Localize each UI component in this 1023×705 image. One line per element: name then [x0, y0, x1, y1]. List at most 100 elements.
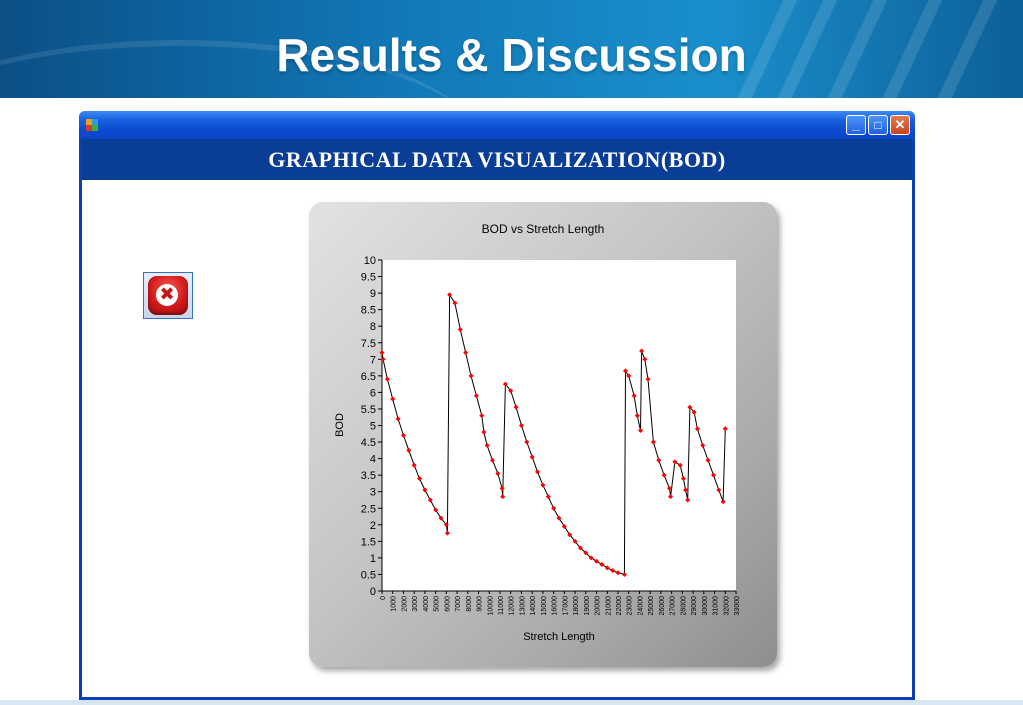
x-tick-label: 29000 — [691, 596, 698, 616]
slide-footer-strip — [0, 700, 1023, 705]
window-close-button[interactable]: ✕ — [890, 115, 910, 135]
data-point — [716, 487, 722, 493]
data-point — [556, 515, 562, 521]
data-point — [588, 555, 594, 561]
data-point — [639, 348, 645, 354]
data-point — [694, 426, 700, 432]
y-tick-label: 9.5 — [361, 272, 376, 284]
data-point — [594, 558, 600, 564]
x-tick-label: 1000 — [391, 596, 398, 612]
y-tick-label: 9 — [370, 288, 376, 300]
x-tick-label: 16000 — [552, 596, 559, 616]
data-point — [661, 472, 667, 478]
chart-title: BOD vs Stretch Length — [482, 222, 605, 236]
x-tick-label: 23000 — [627, 596, 634, 616]
data-point — [384, 376, 390, 382]
data-point — [481, 429, 487, 435]
data-point — [484, 442, 490, 448]
window-client-area: GRAPHICAL DATA VISUALIZATION(BOD) ✖ BOD … — [82, 139, 912, 697]
x-tick-label: 8000 — [466, 596, 473, 612]
x-tick-label: 31000 — [713, 596, 720, 616]
app-icon — [86, 119, 98, 131]
data-point — [691, 409, 697, 415]
data-point — [642, 356, 648, 362]
y-tick-label: 1 — [370, 553, 376, 565]
x-tick-label: 22000 — [616, 596, 623, 616]
data-point — [634, 413, 640, 419]
y-tick-label: 4 — [370, 454, 376, 466]
data-point — [500, 494, 506, 500]
y-tick-label: 5 — [370, 421, 376, 433]
data-point — [638, 427, 644, 433]
data-point — [615, 570, 621, 576]
x-tick-label: 24000 — [637, 596, 644, 616]
chart-panel: BOD vs Stretch Length 0 0.5 1 1.5 2 2.5 3 3.5 4 4… — [309, 202, 777, 667]
x-tick-label: 25000 — [648, 596, 655, 616]
data-point — [621, 571, 627, 577]
data-point — [650, 439, 656, 445]
data-point — [444, 530, 450, 536]
data-point — [720, 499, 726, 505]
x-tick-label: 18000 — [573, 596, 580, 616]
minimize-button[interactable]: _ — [846, 115, 866, 135]
x-tick-label: 9000 — [477, 596, 484, 612]
data-point — [489, 457, 495, 463]
x-tick-label: 30000 — [702, 596, 709, 616]
data-point — [390, 396, 396, 402]
y-tick-label: 7.5 — [361, 338, 376, 350]
data-point — [457, 327, 463, 333]
x-tick-label: 20000 — [595, 596, 602, 616]
data-point — [610, 567, 616, 573]
data-point — [623, 368, 629, 374]
x-tick-label: 26000 — [659, 596, 666, 616]
y-axis-label: BOD — [334, 413, 346, 437]
x-tick-label: 33000 — [734, 596, 741, 616]
data-point — [631, 393, 637, 399]
bod-chart: BOD vs Stretch Length 0 0.5 1 1.5 2 2.5 3 3.5 4 4… — [334, 222, 741, 643]
close-icon: ✖ — [156, 284, 178, 306]
x-axis-label: Stretch Length — [523, 631, 595, 643]
data-point — [540, 482, 546, 488]
data-point — [473, 393, 479, 399]
data-point — [645, 376, 651, 382]
x-tick-label: 17000 — [562, 596, 569, 616]
data-point — [508, 388, 514, 394]
data-point — [672, 459, 678, 465]
exit-button[interactable]: ✖ — [143, 272, 193, 319]
data-point — [545, 494, 551, 500]
x-tick-label: 4000 — [423, 596, 430, 612]
data-point — [668, 494, 674, 500]
slide-banner: Results & Discussion — [0, 0, 1023, 98]
data-point — [417, 475, 423, 481]
plot-area — [382, 260, 736, 591]
x-tick-label: 2000 — [401, 596, 408, 612]
data-point — [561, 523, 567, 529]
x-tick-label: 6000 — [444, 596, 451, 612]
data-point — [567, 532, 573, 538]
data-point — [468, 373, 474, 379]
visualization-header: GRAPHICAL DATA VISUALIZATION(BOD) — [82, 139, 912, 180]
x-tick-label: 3000 — [412, 596, 419, 612]
data-point — [395, 416, 401, 422]
data-point — [604, 565, 610, 571]
data-point — [535, 469, 541, 475]
x-tick-label: 27000 — [670, 596, 677, 616]
y-tick-label: 6 — [370, 387, 376, 399]
data-point — [666, 485, 672, 491]
data-point — [583, 550, 589, 556]
maximize-button[interactable]: □ — [868, 115, 888, 135]
data-point — [513, 404, 519, 410]
data-point — [499, 485, 505, 491]
data-point — [400, 432, 406, 438]
window-titlebar[interactable]: _ □ ✕ — [79, 111, 915, 139]
x-tick-label: 28000 — [680, 596, 687, 616]
data-point — [380, 356, 386, 362]
app-window: _ □ ✕ GRAPHICAL DATA VISUALIZATION(BOD) … — [79, 111, 915, 700]
y-tick-label: 1.5 — [361, 536, 376, 548]
data-point — [433, 507, 439, 513]
data-point — [422, 487, 428, 493]
slide-title: Results & Discussion — [276, 29, 747, 81]
data-point — [411, 462, 417, 468]
data-point — [438, 515, 444, 521]
y-tick-label: 3 — [370, 487, 376, 499]
